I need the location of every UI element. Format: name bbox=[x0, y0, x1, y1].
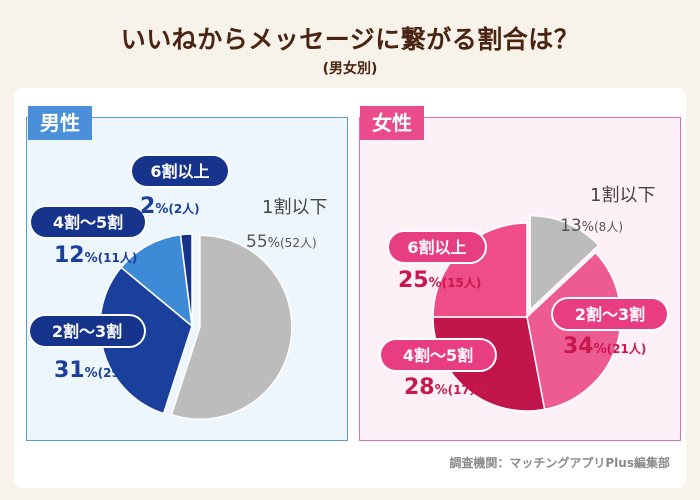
badge-bg bbox=[381, 340, 495, 370]
slice-percent-unit: % bbox=[85, 366, 98, 381]
slice-percent: 13 bbox=[560, 216, 582, 236]
slice-label: 6割以上 bbox=[407, 238, 466, 257]
badge-bg bbox=[30, 316, 144, 346]
slice-label: 6割以上 bbox=[150, 162, 209, 181]
chart-title: いいねからメッセージに繋がる割合は？ bbox=[120, 25, 580, 54]
slice-label: 2割〜3割 bbox=[52, 322, 122, 341]
slice-label: 4割〜5割 bbox=[53, 213, 123, 232]
slice-percent: 2 bbox=[140, 194, 155, 219]
slice-label: 4割〜5割 bbox=[403, 346, 473, 365]
slice-value: 34%(21人) bbox=[563, 334, 646, 359]
slice-count: (29人) bbox=[98, 365, 138, 380]
slice-percent-unit: % bbox=[435, 383, 448, 398]
slice-count: (15人) bbox=[442, 275, 482, 290]
badge-bg bbox=[389, 232, 485, 262]
source-credit: 調査機関：マッチングアプリPlus編集部 bbox=[449, 456, 670, 470]
male-label: 男性 bbox=[28, 106, 92, 140]
slice-value: 2%(2人) bbox=[140, 194, 200, 219]
badge-bg bbox=[553, 299, 667, 329]
slice-percent: 25 bbox=[398, 268, 429, 293]
slice-value: 55%(52人) bbox=[246, 232, 317, 252]
pie-slice bbox=[170, 234, 293, 420]
slice-value: 25%(15人) bbox=[398, 268, 481, 293]
slice-count: (52人) bbox=[280, 236, 317, 250]
female-label: 女性 bbox=[360, 106, 424, 140]
slice-percent: 55 bbox=[246, 232, 268, 252]
slice-count: (2人) bbox=[168, 201, 199, 216]
slice-label: 1割以下 bbox=[262, 197, 327, 218]
slice-count: (21人) bbox=[607, 341, 647, 356]
pie-0 bbox=[99, 233, 293, 420]
slice-percent-unit: % bbox=[155, 202, 168, 217]
slice-count: (11人) bbox=[98, 250, 138, 265]
slice-value: 12%(11人) bbox=[54, 243, 137, 268]
slice-label: 1割以下 bbox=[590, 185, 655, 206]
slice-percent: 12 bbox=[54, 243, 85, 268]
slice-percent-unit: % bbox=[594, 342, 607, 357]
pie-slice bbox=[179, 233, 193, 327]
slice-value: 28%(17人) bbox=[404, 375, 487, 400]
slice-value: 31%(29人) bbox=[54, 358, 137, 383]
slice-percent-unit: % bbox=[582, 220, 594, 235]
pie-slice bbox=[99, 266, 193, 415]
slice-label: 2割〜3割 bbox=[575, 305, 645, 324]
slice-percent-unit: % bbox=[429, 276, 442, 291]
slice-value: 13%(8人) bbox=[560, 216, 623, 236]
slice-percent: 31 bbox=[54, 358, 85, 383]
pie-slice bbox=[120, 233, 193, 328]
badge-bg bbox=[132, 156, 228, 186]
slice-count: (8人) bbox=[594, 220, 623, 234]
slice-percent-unit: % bbox=[85, 251, 98, 266]
slice-percent: 28 bbox=[404, 375, 435, 400]
badge-bg bbox=[31, 207, 145, 237]
slice-count: (17人) bbox=[448, 382, 488, 397]
slice-percent: 34 bbox=[563, 334, 594, 359]
slice-percent-unit: % bbox=[268, 236, 280, 251]
chart-subtitle: (男女別) bbox=[322, 61, 378, 77]
pie-slice bbox=[529, 214, 600, 312]
